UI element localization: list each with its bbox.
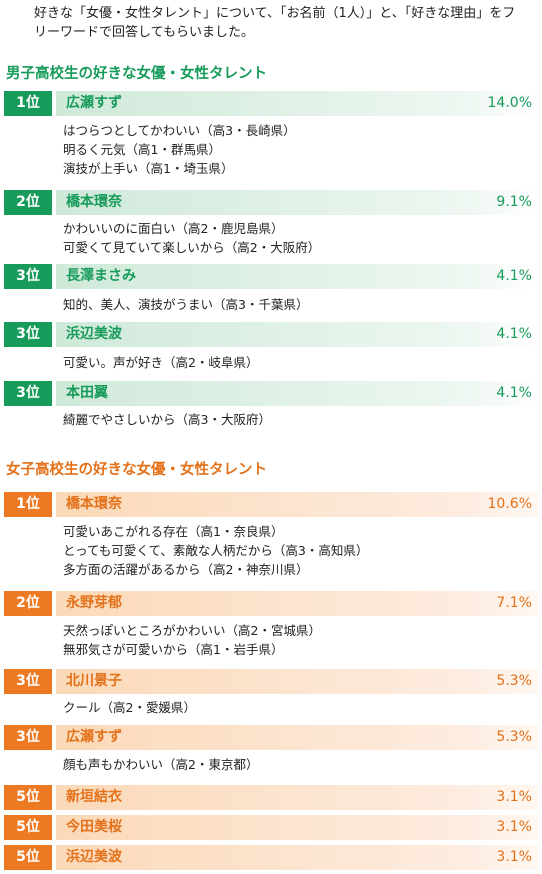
reason-list: かわいいのに面白い（高2・鹿児島県） 可愛くて見ていて楽しいから（高2・大阪府） [63, 219, 320, 257]
talent-name: 橋本環奈 [66, 194, 122, 210]
boys-section-title: 男子高校生の好きな女優・女性タレント [6, 66, 267, 82]
reason-item: 知的、美人、演技がうまい（高3・千葉県） [63, 297, 309, 312]
percentage: 3.1% [496, 819, 532, 835]
rank-badge: 5位 [4, 815, 52, 840]
talent-name: 北川景子 [66, 673, 122, 689]
rank-badge: 2位 [4, 591, 52, 616]
talent-name: 広瀬すず [66, 729, 122, 745]
reason-item: 可愛くて見ていて楽しいから（高2・大阪府） [63, 240, 321, 255]
reason-item: 明るく元気（高1・群馬県） [63, 142, 221, 157]
ranking-row-girls-6: 5位 今田美桜 3.1% [4, 815, 538, 840]
rank-badge: 3位 [4, 725, 52, 750]
talent-name: 永野芽郁 [66, 595, 122, 611]
talent-name: 新垣結衣 [66, 789, 122, 805]
ranking-row-boys-3: 3位 長澤まさみ 4.1% [4, 264, 538, 289]
ranking-row-boys-1: 1位 広瀬すず 14.0% [4, 91, 538, 116]
reason-item: 天然っぽいところがかわいい（高2・宮城県） [63, 623, 321, 638]
ranking-bar: 広瀬すず 14.0% [56, 91, 538, 116]
intro-line-2: リーワードで回答してもらいました。 [34, 25, 254, 40]
reason-list: 天然っぽいところがかわいい（高2・宮城県） 無邪気さが可愛いから（高1・岩手県） [63, 621, 321, 659]
talent-name: 今田美桜 [66, 819, 122, 835]
ranking-bar: 広瀬すず 5.3% [56, 725, 538, 750]
percentage: 10.6% [487, 496, 532, 512]
percentage: 3.1% [496, 789, 532, 805]
reason-item: 多方面の活躍があるから（高2・神奈川県） [63, 562, 309, 577]
reason-list: 顔も声もかわいい（高2・東京都） [63, 755, 258, 774]
reason-list: 可愛いあこがれる存在（高1・奈良県） とっても可愛くて、素敵な人柄だから（高3・… [63, 522, 368, 579]
ranking-row-girls-3: 3位 北川景子 5.3% [4, 669, 538, 694]
intro-line-1: 好きな「女優・女性タレント」について、「お名前（1人）」と、「好きな理由」をフ [34, 6, 516, 21]
percentage: 3.1% [496, 849, 532, 865]
percentage: 4.1% [496, 385, 532, 401]
reason-item: 顔も声もかわいい（高2・東京都） [63, 757, 259, 772]
reason-list: 知的、美人、演技がうまい（高3・千葉県） [63, 295, 308, 314]
reason-item: クール（高2・愛媛県） [63, 700, 196, 715]
ranking-bar: 橋本環奈 9.1% [56, 190, 538, 215]
rank-badge: 5位 [4, 785, 52, 810]
reason-list: はつらつとしてかわいい（高3・長崎県） 明るく元気（高1・群馬県） 演技が上手い… [63, 121, 296, 178]
percentage: 7.1% [496, 595, 532, 611]
ranking-bar: 新垣結衣 3.1% [56, 785, 538, 810]
percentage: 4.1% [496, 268, 532, 284]
reason-item: はつらつとしてかわいい（高3・長崎県） [63, 123, 296, 138]
percentage: 5.3% [496, 729, 532, 745]
rank-badge: 1位 [4, 492, 52, 517]
rank-badge: 5位 [4, 845, 52, 870]
ranking-row-girls-1: 1位 橋本環奈 10.6% [4, 492, 538, 517]
ranking-row-girls-2: 2位 永野芽郁 7.1% [4, 591, 538, 616]
talent-name: 広瀬すず [66, 95, 122, 111]
ranking-bar: 北川景子 5.3% [56, 669, 538, 694]
reason-item: 無邪気さが可愛いから（高1・岩手県） [63, 642, 284, 657]
talent-name: 橋本環奈 [66, 496, 122, 512]
reason-item: 可愛いあこがれる存在（高1・奈良県） [63, 524, 284, 539]
reason-item: 綺麗でやさしいから（高3・大阪府） [63, 412, 271, 427]
reason-item: 可愛い。声が好き（高2・岐阜県） [63, 355, 259, 370]
ranking-row-girls-4: 3位 広瀬すず 5.3% [4, 725, 538, 750]
rank-badge: 3位 [4, 381, 52, 406]
rank-badge: 3位 [4, 322, 52, 347]
rank-badge: 1位 [4, 91, 52, 116]
rank-badge: 3位 [4, 264, 52, 289]
reason-item: とっても可愛くて、素敵な人柄だから（高3・高知県） [63, 543, 369, 558]
rank-badge: 3位 [4, 669, 52, 694]
talent-name: 浜辺美波 [66, 326, 122, 342]
percentage: 14.0% [487, 95, 532, 111]
ranking-bar: 永野芽郁 7.1% [56, 591, 538, 616]
ranking-row-boys-4: 3位 浜辺美波 4.1% [4, 322, 538, 347]
ranking-row-girls-7: 5位 浜辺美波 3.1% [4, 845, 538, 870]
ranking-bar: 今田美桜 3.1% [56, 815, 538, 840]
reason-list: クール（高2・愛媛県） [63, 698, 196, 717]
reason-list: 綺麗でやさしいから（高3・大阪府） [63, 410, 271, 429]
percentage: 5.3% [496, 673, 532, 689]
ranking-bar: 浜辺美波 4.1% [56, 322, 538, 347]
ranking-bar: 本田翼 4.1% [56, 381, 538, 406]
ranking-bar: 橋本環奈 10.6% [56, 492, 538, 517]
ranking-bar: 長澤まさみ 4.1% [56, 264, 538, 289]
talent-name: 本田翼 [66, 385, 108, 401]
ranking-row-boys-5: 3位 本田翼 4.1% [4, 381, 538, 406]
talent-name: 浜辺美波 [66, 849, 122, 865]
reason-item: かわいいのに面白い（高2・鹿児島県） [63, 221, 284, 236]
reason-list: 可愛い。声が好き（高2・岐阜県） [63, 353, 258, 372]
intro-text: 好きな「女優・女性タレント」について、「お名前（1人）」と、「好きな理由」をフ … [34, 4, 534, 42]
girls-section-title: 女子高校生の好きな女優・女性タレント [6, 462, 267, 478]
percentage: 9.1% [496, 194, 532, 210]
reason-item: 演技が上手い（高1・埼玉県） [63, 161, 234, 176]
ranking-row-boys-2: 2位 橋本環奈 9.1% [4, 190, 538, 215]
ranking-bar: 浜辺美波 3.1% [56, 845, 538, 870]
rank-badge: 2位 [4, 190, 52, 215]
talent-name: 長澤まさみ [66, 268, 136, 284]
percentage: 4.1% [496, 326, 532, 342]
ranking-row-girls-5: 5位 新垣結衣 3.1% [4, 785, 538, 810]
